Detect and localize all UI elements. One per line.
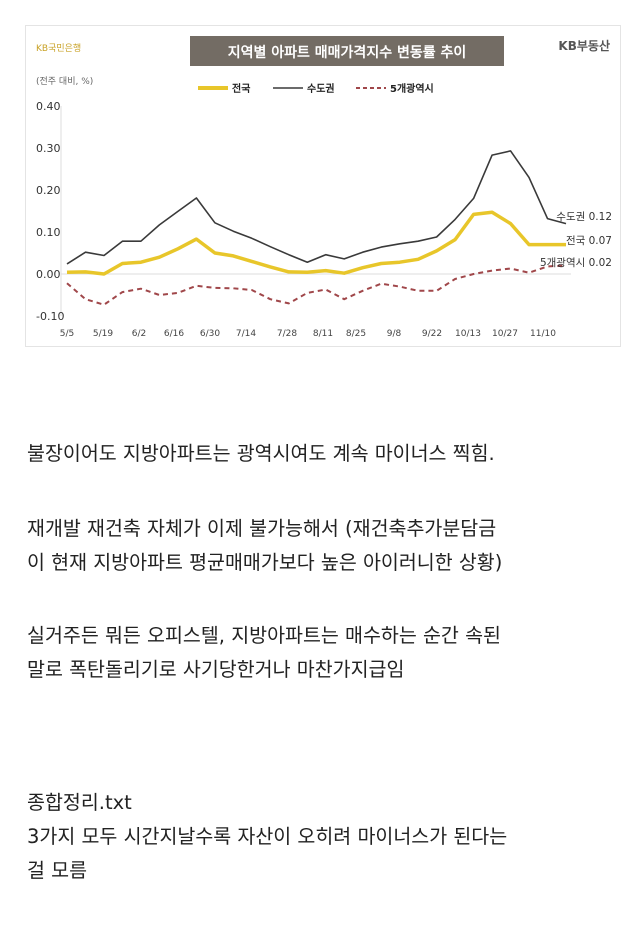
end-label-0: 전국 0.07 <box>566 235 612 247</box>
x-tick-label: 6/16 <box>164 329 184 339</box>
price-index-chart: 지역별 아파트 매매가격지수 변동률 추이 KB국민은행 KB부동산 (전주 대비, … <box>25 25 621 347</box>
x-tick-label: 10/13 <box>455 329 481 339</box>
series-line-2 <box>66 264 567 306</box>
text-line: 3가지 모두 시간지날수록 자산이 오히려 마이너스가 된다는 <box>27 825 508 848</box>
series-line-1 <box>66 150 567 265</box>
end-label-1: 수도권 0.12 <box>556 211 612 223</box>
text-line: 종합정리.txt <box>27 791 132 814</box>
x-tick-label: 8/11 <box>313 329 333 339</box>
paragraph-2: 재개발 재건축 자체가 이제 불가능해서 (재건축추가분담금 이 현재 지방아파… <box>27 512 502 580</box>
y-tick-label: 0.20 <box>36 184 61 197</box>
paragraph-4: 종합정리.txt 3가지 모두 시간지날수록 자산이 오히려 마이너스가 된다는… <box>27 786 507 888</box>
legend-label-0: 전국 <box>232 82 250 95</box>
kb-realestate-logo: KB부동산 <box>558 38 610 53</box>
x-tick-label: 9/22 <box>422 329 442 339</box>
y-tick-label: 0.40 <box>36 100 61 113</box>
y-axis-label: (전주 대비, %) <box>36 76 93 87</box>
x-tick-label: 5/5 <box>60 329 74 339</box>
x-tick-label: 8/25 <box>346 329 366 339</box>
end-label-2: 5개광역시 0.02 <box>540 257 612 269</box>
y-tick-label: 0.30 <box>36 142 61 155</box>
y-tick-label: 0.00 <box>36 268 61 281</box>
x-tick-label: 7/28 <box>277 329 297 339</box>
text-line: 말로 폭탄돌리기로 사기당한거나 마찬가지급임 <box>27 658 405 681</box>
x-tick-label: 6/30 <box>200 329 220 339</box>
text-line: 걸 모름 <box>27 859 88 882</box>
text-line: 실거주든 뭐든 오피스텔, 지방아파트는 매수하는 순간 속된 <box>27 624 501 647</box>
x-tick-label: 11/10 <box>530 329 556 339</box>
chart-svg: 지역별 아파트 매매가격지수 변동률 추이 KB국민은행 KB부동산 (전주 대비, … <box>36 36 612 339</box>
legend-label-1: 수도권 <box>307 83 335 95</box>
x-tick-label: 9/8 <box>387 329 402 339</box>
title-box <box>190 36 504 66</box>
x-tick-label: 7/14 <box>236 329 256 339</box>
x-tick-label: 10/27 <box>492 329 518 339</box>
text-line: 이 현재 지방아파트 평균매매가보다 높은 아이러니한 상황) <box>27 551 503 574</box>
x-tick-label: 5/19 <box>93 329 113 339</box>
x-tick-label: 6/2 <box>132 329 146 339</box>
paragraph-3: 실거주든 뭐든 오피스텔, 지방아파트는 매수하는 순간 속된 말로 폭탄돌리기… <box>27 619 501 687</box>
chart-title: 지역별 아파트 매매가격지수 변동률 추이 <box>228 44 466 61</box>
text-line: 재개발 재건축 자체가 이제 불가능해서 (재건축추가분담금 <box>27 517 497 540</box>
legend-label-2: 5개광역시 <box>390 82 434 95</box>
kb-bank-logo: KB국민은행 <box>36 42 81 54</box>
series-line-0 <box>66 210 566 276</box>
text-line: 불장이어도 지방아파트는 광역시여도 계속 마이너스 찍힘. <box>27 442 495 465</box>
y-tick-label: 0.10 <box>36 226 61 239</box>
y-tick-label: -0.10 <box>36 310 64 323</box>
paragraph-1: 불장이어도 지방아파트는 광역시여도 계속 마이너스 찍힘. <box>27 437 495 471</box>
